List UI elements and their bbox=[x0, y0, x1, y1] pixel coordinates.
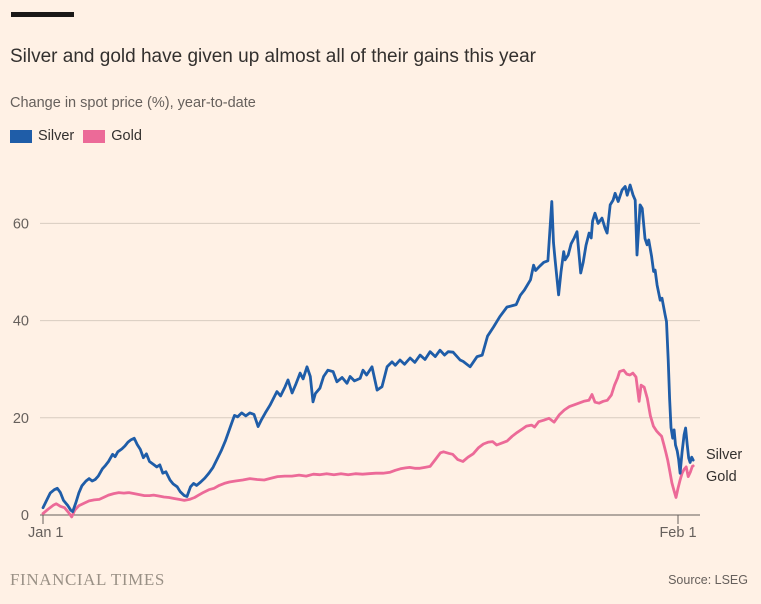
page-title: Silver and gold have given up almost all… bbox=[10, 45, 536, 67]
financial-times-logo: FINANCIAL TIMES bbox=[10, 570, 165, 589]
y-tick-label-60: 60 bbox=[13, 216, 29, 232]
page-subtitle: Change in spot price (%), year-to-date bbox=[10, 94, 256, 111]
ft-top-bar bbox=[11, 12, 74, 17]
source-label: Source: LSEG bbox=[668, 573, 748, 587]
legend-item-gold: Gold bbox=[83, 128, 142, 144]
silver-line bbox=[41, 183, 695, 514]
x-tick-label-Feb-1: Feb 1 bbox=[659, 525, 696, 541]
silver-line-label: Silver bbox=[706, 447, 743, 463]
gold-line bbox=[41, 368, 695, 519]
legend-label-gold: Gold bbox=[111, 128, 142, 144]
legend-label-silver: Silver bbox=[38, 128, 75, 144]
x-tick-label-Jan-1: Jan 1 bbox=[28, 525, 63, 541]
y-tick-label-40: 40 bbox=[13, 314, 29, 330]
silver-swatch-icon bbox=[10, 129, 32, 143]
y-tick-label-0: 0 bbox=[21, 508, 29, 524]
legend: Silver Gold bbox=[10, 128, 142, 144]
legend-item-silver: Silver bbox=[10, 128, 74, 144]
y-tick-label-20: 20 bbox=[13, 411, 29, 427]
gold-line-label: Gold bbox=[706, 469, 737, 485]
gold-swatch-icon bbox=[83, 129, 106, 143]
